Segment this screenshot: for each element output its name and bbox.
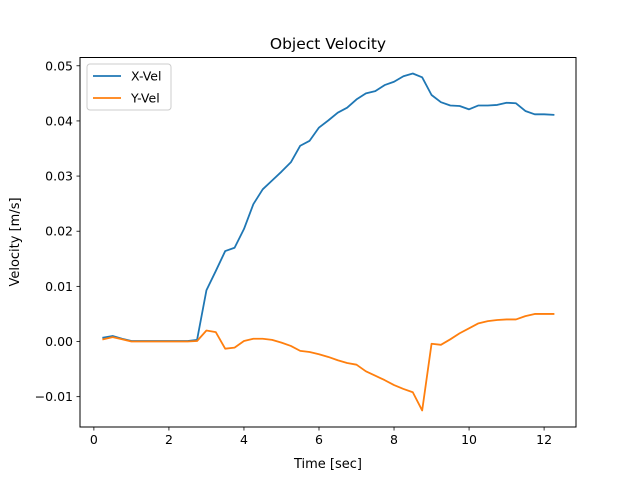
x-tick-label: 0 [90, 432, 98, 447]
y-tick-label: 0.05 [45, 58, 73, 73]
x-tick-label: 8 [390, 432, 398, 447]
x-tick-label: 2 [165, 432, 173, 447]
legend-label: X-Vel [131, 69, 161, 84]
series-layer [102, 72, 555, 412]
x-axis-ticks: 0 2 4 6 8 10 12 [90, 427, 552, 447]
y-axis-ticks: −0.01 0.00 0.01 0.02 0.03 0.04 0.05 [35, 58, 80, 404]
y-tick-label: 0.04 [45, 113, 73, 128]
y-tick-label: 0.01 [45, 279, 73, 294]
chart-title: Object Velocity [270, 35, 386, 53]
x-tick-label: 10 [461, 432, 477, 447]
x-axis-title: Time [sec] [293, 457, 362, 472]
legend: X-Vel Y-Vel [86, 63, 172, 111]
series-line-y-vel [102, 313, 555, 412]
y-tick-label: 0.03 [45, 169, 73, 184]
x-tick-label: 4 [240, 432, 248, 447]
legend-label: Y-Vel [130, 91, 160, 106]
x-tick-label: 12 [536, 432, 552, 447]
x-tick-label: 6 [315, 432, 323, 447]
y-tick-label: 0.00 [45, 334, 73, 349]
y-tick-label: −0.01 [35, 389, 73, 404]
y-axis-title: Velocity [m/s] [8, 197, 23, 286]
y-tick-label: 0.02 [45, 224, 73, 239]
plot-area-frame [79, 57, 577, 428]
